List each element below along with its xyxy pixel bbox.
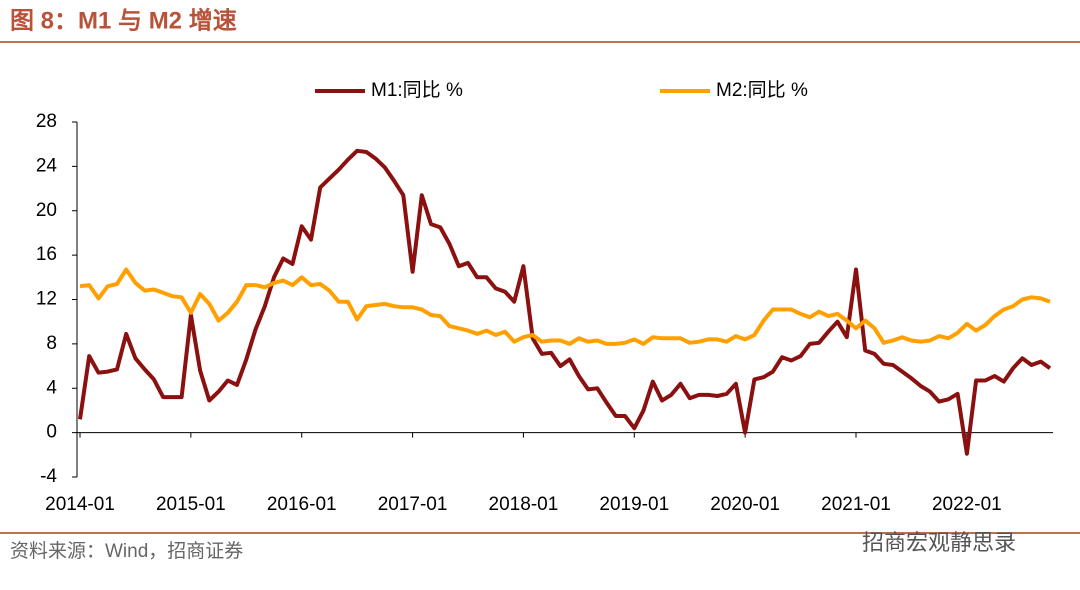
y-tick-label: 12 bbox=[36, 289, 57, 310]
x-tick-label: 2020-01 bbox=[710, 494, 780, 515]
x-tick-label: 2016-01 bbox=[267, 494, 337, 515]
chart-title: 图 8：M1 与 M2 增速 bbox=[10, 6, 237, 34]
x-tick-label: 2018-01 bbox=[489, 494, 559, 515]
legend-label: M1:同比 % bbox=[371, 79, 463, 101]
watermark: 招商宏观静思录 bbox=[862, 530, 1016, 555]
y-tick-label: 8 bbox=[46, 333, 57, 354]
x-tick-label: 2022-01 bbox=[932, 494, 1002, 515]
y-tick-label: 20 bbox=[36, 200, 57, 221]
x-tick-label: 2014-01 bbox=[45, 494, 115, 515]
series-line bbox=[78, 148, 1052, 456]
legend-label: M2:同比 % bbox=[716, 79, 808, 101]
y-tick-label: -4 bbox=[40, 466, 57, 487]
y-tick-label: 24 bbox=[36, 155, 58, 176]
source: 资料来源：Wind，招商证券 bbox=[10, 540, 243, 562]
y-tick-label: 4 bbox=[46, 377, 57, 398]
y-tick-label: 28 bbox=[36, 111, 57, 132]
x-tick-label: 2021-01 bbox=[821, 494, 891, 515]
x-tick-label: 2017-01 bbox=[378, 494, 448, 515]
series-line bbox=[79, 267, 1051, 346]
y-tick-label: 0 bbox=[46, 422, 57, 443]
y-tick-label: 16 bbox=[36, 244, 57, 265]
x-tick-label: 2019-01 bbox=[599, 494, 669, 515]
x-tick-label: 2015-01 bbox=[156, 494, 226, 515]
